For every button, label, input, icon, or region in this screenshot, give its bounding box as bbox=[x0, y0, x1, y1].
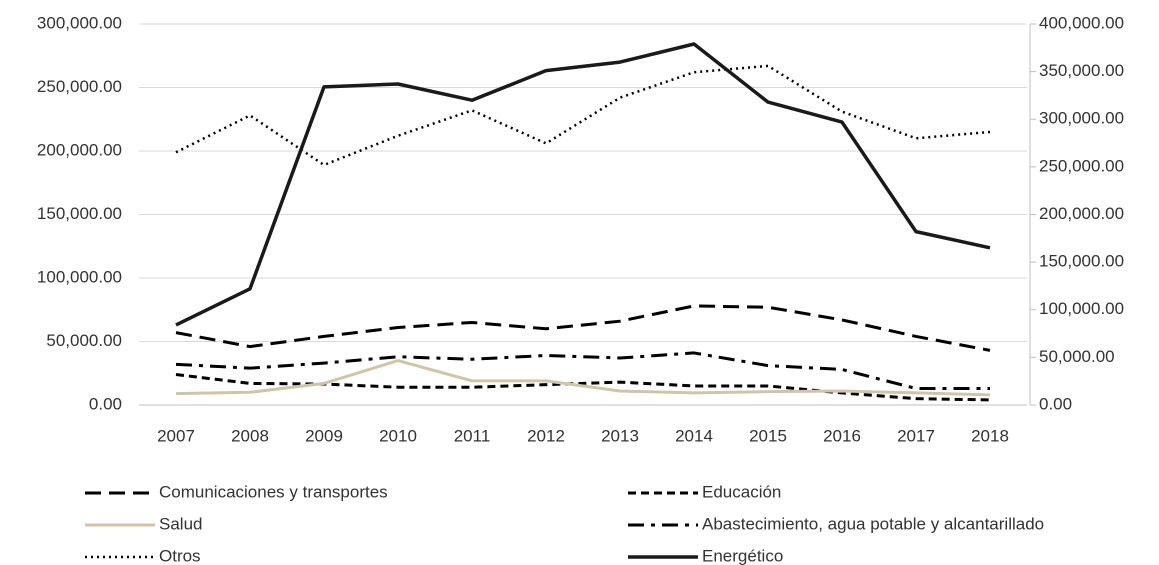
series-line bbox=[175, 64, 991, 167]
y-tick-label: 250,000.00 bbox=[37, 77, 122, 96]
x-tick-label: 2012 bbox=[527, 426, 565, 445]
x-tick-label: 2016 bbox=[823, 426, 861, 445]
series-line bbox=[175, 42, 991, 327]
x-tick-label: 2009 bbox=[305, 426, 343, 445]
y-tick-label: 50,000.00 bbox=[46, 331, 122, 350]
y2-tick-label: 200,000.00 bbox=[1039, 204, 1124, 223]
y2-tick-label: 400,000.00 bbox=[1039, 13, 1124, 32]
legend-label: Comunicaciones y transportes bbox=[159, 482, 388, 501]
series-line bbox=[175, 304, 991, 352]
series-line bbox=[175, 359, 991, 397]
y2-tick-label: 250,000.00 bbox=[1039, 156, 1124, 175]
y-tick-label: 150,000.00 bbox=[37, 204, 122, 223]
legend-label: Energético bbox=[702, 546, 783, 565]
y2-tick-label: 0.00 bbox=[1039, 394, 1072, 413]
y2-tick-label: 300,000.00 bbox=[1039, 109, 1124, 128]
legend-label: Educación bbox=[702, 482, 781, 501]
x-tick-label: 2018 bbox=[971, 426, 1009, 445]
y-tick-label: 0.00 bbox=[89, 394, 122, 413]
x-tick-label: 2014 bbox=[675, 426, 713, 445]
x-tick-label: 2017 bbox=[897, 426, 935, 445]
x-tick-label: 2008 bbox=[231, 426, 269, 445]
y-tick-label: 300,000.00 bbox=[37, 13, 122, 32]
y-tick-label: 200,000.00 bbox=[37, 140, 122, 159]
legend-label: Abastecimiento, agua potable y alcantari… bbox=[702, 514, 1044, 533]
x-tick-label: 2013 bbox=[601, 426, 639, 445]
x-tick-label: 2015 bbox=[749, 426, 787, 445]
y2-tick-label: 150,000.00 bbox=[1039, 252, 1124, 271]
x-tick-label: 2011 bbox=[454, 426, 491, 445]
x-tick-label: 2010 bbox=[379, 426, 417, 445]
series-line bbox=[175, 351, 990, 390]
y2-tick-label: 350,000.00 bbox=[1039, 61, 1124, 80]
legend-label: Otros bbox=[159, 546, 201, 565]
y2-tick-label: 50,000.00 bbox=[1039, 347, 1115, 366]
y-tick-label: 100,000.00 bbox=[37, 267, 122, 286]
x-tick-label: 2007 bbox=[157, 426, 195, 445]
legend-label: Salud bbox=[159, 514, 202, 533]
y2-tick-label: 100,000.00 bbox=[1039, 299, 1124, 318]
